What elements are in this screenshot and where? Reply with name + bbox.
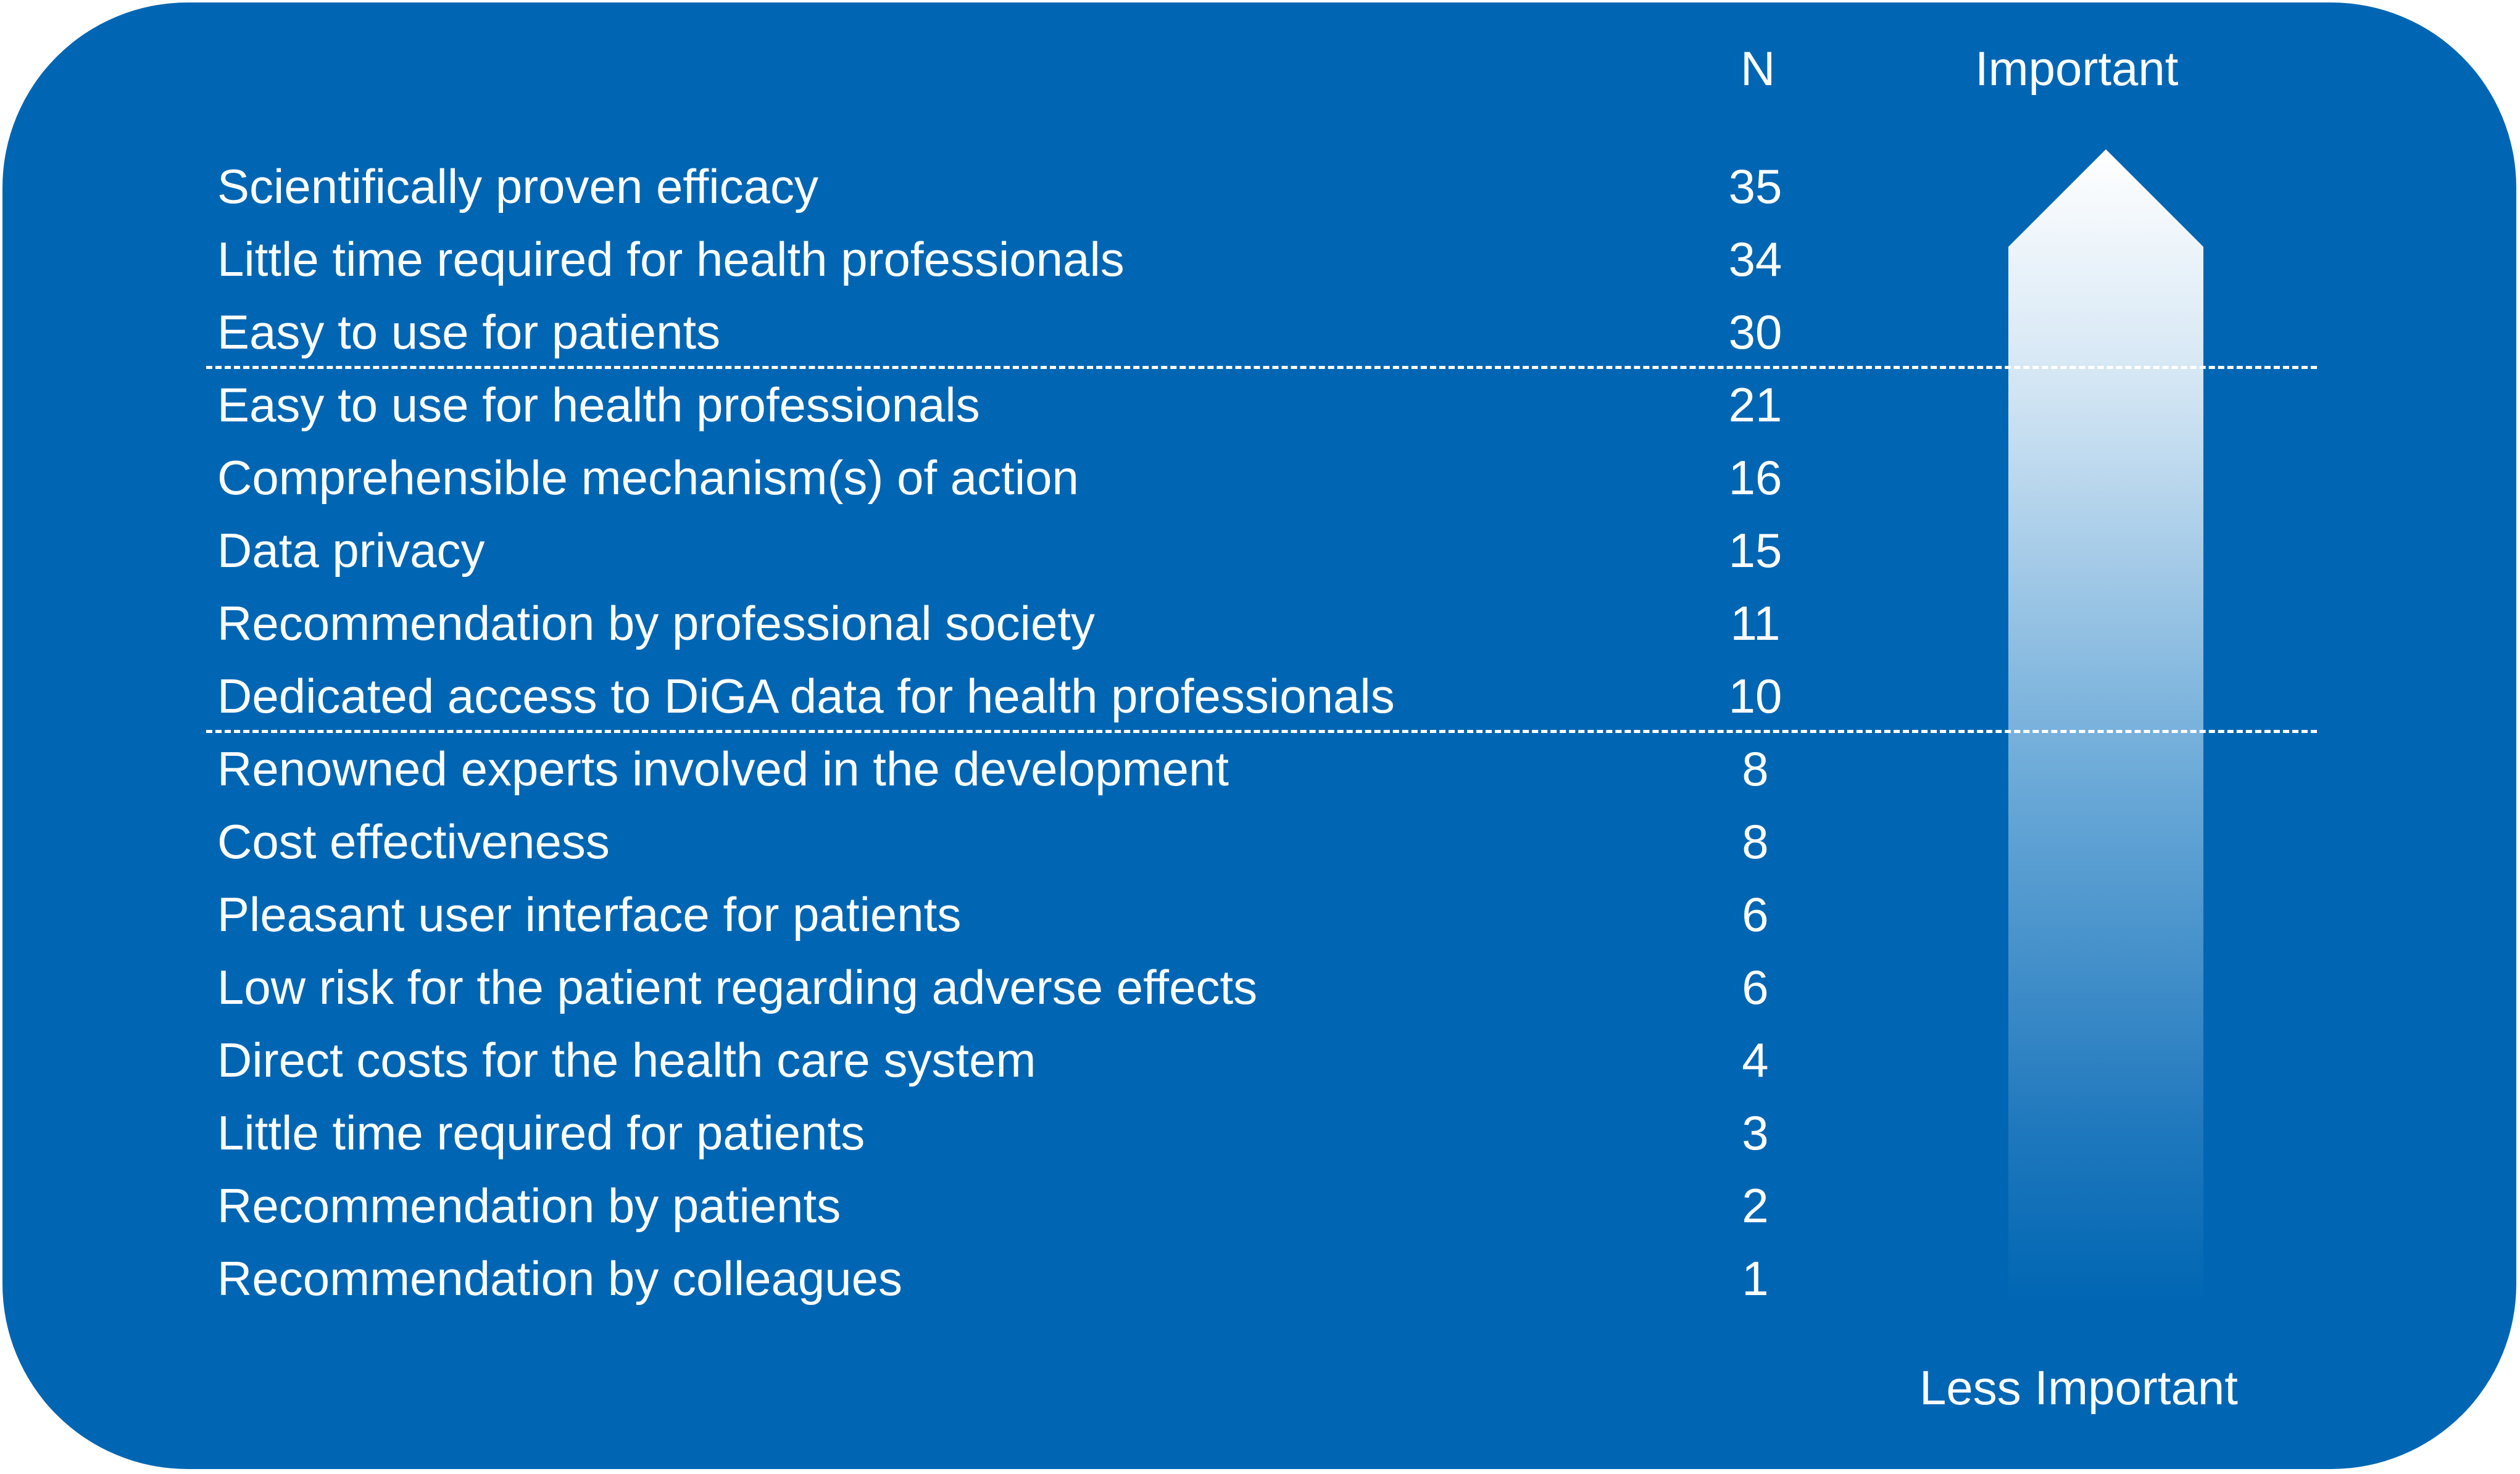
criterion-label: Recommendation by colleagues	[217, 1251, 902, 1306]
list-item: Data privacy 15	[2, 514, 1916, 587]
list-item: Pleasant user interface for patients 6	[2, 878, 1916, 951]
list-item: Comprehensible mechanism(s) of action 16	[2, 441, 1916, 514]
criterion-label: Renowned experts involved in the develop…	[217, 742, 1229, 796]
criterion-count: 21	[1728, 378, 1782, 432]
list-item: Recommendation by patients 2	[2, 1169, 1916, 1242]
criterion-count: 34	[1728, 232, 1782, 286]
list-item: Little time required for health professi…	[2, 223, 1916, 296]
criterion-label: Little time required for patients	[217, 1106, 865, 1160]
criterion-count: 11	[1730, 596, 1781, 650]
list-item: Dedicated access to DiGA data for health…	[2, 660, 1916, 732]
list-item: Cost effectiveness 8	[2, 805, 1916, 878]
criterion-count: 6	[1742, 887, 1769, 942]
criterion-label: Recommendation by patients	[217, 1178, 841, 1233]
criterion-count: 10	[1728, 669, 1782, 723]
criterion-label: Dedicated access to DiGA data for health…	[217, 669, 1395, 723]
criterion-label: Low risk for the patient regarding adver…	[217, 960, 1258, 1014]
criterion-label: Easy to use for health professionals	[217, 378, 980, 432]
criterion-count: 30	[1728, 305, 1782, 359]
criterion-count: 8	[1742, 814, 1769, 869]
list-item: Recommendation by colleagues 1	[2, 1242, 1916, 1315]
criterion-count: 16	[1728, 450, 1782, 505]
criterion-count: 6	[1742, 960, 1769, 1014]
criterion-label: Little time required for health professi…	[217, 232, 1125, 286]
list-item: Renowned experts involved in the develop…	[2, 732, 1916, 805]
criterion-count: 15	[1728, 523, 1782, 578]
divider-top-tier	[206, 366, 2317, 369]
important-label: Important	[1975, 41, 2179, 96]
list-item: Easy to use for patients 30	[2, 296, 1916, 368]
criterion-count: 35	[1728, 159, 1782, 213]
list-item: Easy to use for health professionals 21	[2, 368, 1916, 441]
criterion-label: Easy to use for patients	[217, 305, 721, 359]
criterion-label: Pleasant user interface for patients	[217, 887, 962, 942]
criterion-count: 1	[1742, 1251, 1769, 1306]
criterion-label: Direct costs for the health care system	[217, 1033, 1036, 1087]
criterion-label: Cost effectiveness	[217, 814, 610, 869]
criterion-count: 3	[1742, 1106, 1769, 1160]
list-item: Little time required for patients 3	[2, 1096, 1916, 1169]
list-item: Low risk for the patient regarding adver…	[2, 951, 1916, 1024]
list-item: Recommendation by professional society 1…	[2, 587, 1916, 660]
criterion-label: Recommendation by professional society	[217, 596, 1096, 650]
list-item: Direct costs for the health care system …	[2, 1024, 1916, 1096]
criterion-label: Comprehensible mechanism(s) of action	[217, 450, 1079, 505]
criterion-count: 2	[1742, 1178, 1769, 1233]
criterion-label: Scientifically proven efficacy	[217, 159, 819, 213]
criterion-count: 4	[1742, 1033, 1769, 1087]
importance-arrow-icon	[2008, 149, 2203, 1303]
less-important-label: Less Important	[1919, 1360, 2238, 1415]
divider-mid-tier	[206, 730, 2317, 733]
criterion-count: 8	[1742, 742, 1769, 796]
criterion-label: Data privacy	[217, 523, 485, 578]
n-column-header: N	[1740, 41, 1776, 96]
list-item: Scientifically proven efficacy 35	[2, 150, 1916, 223]
